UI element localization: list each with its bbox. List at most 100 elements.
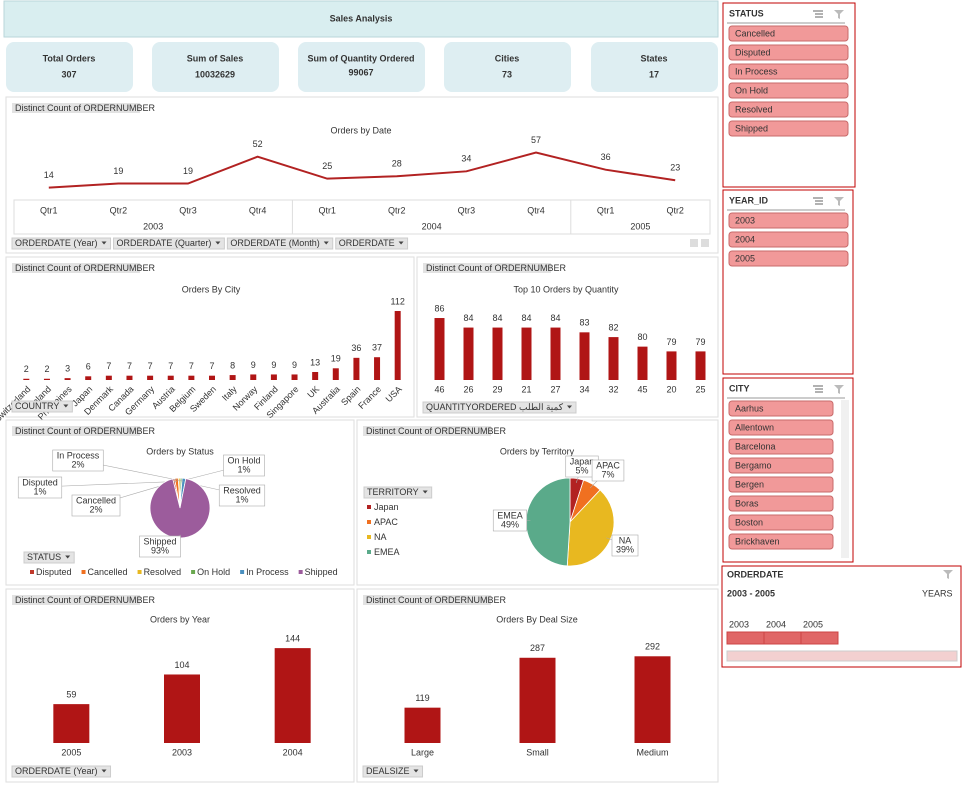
collapse-button[interactable] [701, 239, 709, 247]
clear-filter-icon[interactable] [834, 385, 844, 394]
data-label-name: On Hold [227, 455, 260, 465]
clear-filter-icon[interactable] [834, 10, 844, 19]
filter-label: QUANTITYORDERED كمية الطلب [426, 402, 564, 412]
data-label-box [218, 484, 266, 507]
timeline-period[interactable] [763, 631, 802, 645]
slicer-item[interactable] [728, 231, 849, 248]
data-label: 119 [415, 693, 429, 703]
bar [374, 357, 381, 380]
filter-button[interactable] [23, 551, 75, 564]
x-tick-label: Large [411, 747, 434, 757]
slicer-item[interactable] [728, 533, 834, 550]
data-label: 287 [530, 643, 545, 653]
multi-select-icon[interactable] [813, 385, 823, 393]
filter-button[interactable] [11, 765, 112, 778]
x-tick-label: 2005 [61, 747, 81, 757]
bar [353, 357, 360, 380]
bar [43, 378, 50, 380]
slicer-item[interactable] [728, 82, 849, 99]
data-label-name: Resolved [223, 485, 261, 495]
kpi-label: States [640, 53, 667, 63]
slicer-title: STATUS [729, 8, 764, 18]
data-label: 25 [322, 161, 332, 171]
slicer-item[interactable] [728, 212, 849, 229]
x-tick-label: Qtr1 [318, 205, 336, 215]
filter-label: ORDERDATE (Year) [15, 238, 98, 248]
filter-button[interactable] [335, 237, 409, 250]
multi-select-icon[interactable] [813, 10, 823, 18]
slicer-item[interactable] [728, 514, 834, 531]
x-tick-label: Qtr4 [527, 205, 545, 215]
filter-button[interactable] [11, 237, 112, 250]
slicer-item[interactable] [728, 419, 834, 436]
bar [637, 346, 648, 380]
legend-marker [367, 505, 371, 509]
data-label: 82 [608, 322, 618, 332]
timeline-unit: YEARS [922, 588, 953, 598]
x-tick-label: 21 [521, 384, 531, 394]
filter-arrow [215, 241, 221, 245]
field-chip [12, 595, 140, 605]
legend-marker [298, 570, 303, 574]
slicer-item[interactable] [728, 101, 849, 118]
slicer-item[interactable] [728, 476, 834, 493]
slicer-item-label: Allentown [735, 422, 774, 432]
data-label: 144 [285, 634, 300, 644]
data-label: 9 [292, 360, 297, 370]
filter-button[interactable] [226, 237, 334, 250]
data-label: 79 [666, 337, 676, 347]
clear-filter-icon[interactable] [834, 197, 844, 206]
bar [167, 375, 174, 380]
data-label: 1% [235, 494, 248, 504]
slicer-item[interactable] [728, 495, 834, 512]
chart-title: Orders By City [182, 284, 241, 294]
multi-select-icon[interactable] [813, 197, 823, 205]
data-label: 14 [44, 170, 54, 180]
filter-button[interactable] [363, 486, 433, 499]
slicer-item-label: Resolved [735, 104, 773, 114]
slicer-item[interactable] [728, 400, 834, 417]
leader-line [39, 481, 175, 488]
chart-title: Orders by Status [146, 446, 214, 456]
timeline-period[interactable] [726, 631, 765, 645]
filter-arrow [101, 241, 107, 245]
clear-filter-icon[interactable] [943, 570, 953, 579]
timeline-period[interactable] [800, 631, 839, 645]
slicer-item[interactable] [728, 63, 849, 80]
kpi-label: Sum of Quantity Ordered [307, 53, 414, 63]
slicer-item[interactable] [728, 250, 849, 267]
chart-title: Orders By Deal Size [496, 614, 578, 624]
slicer-item[interactable] [728, 120, 849, 137]
bar [404, 707, 441, 743]
bar [250, 374, 257, 380]
legend-label: Resolved [144, 567, 182, 577]
slicer-item-label: Bergen [735, 479, 764, 489]
data-label-box [492, 509, 528, 532]
x-tick-label: Qtr2 [666, 205, 684, 215]
legend-marker [367, 550, 371, 554]
data-label: 57 [531, 135, 541, 145]
data-label: 79 [695, 337, 705, 347]
chart-title: Orders by Territory [500, 446, 575, 456]
filter-button[interactable] [362, 765, 424, 778]
expand-button[interactable] [690, 239, 698, 247]
legend-label: On Hold [197, 567, 230, 577]
data-label: 36 [351, 343, 361, 353]
kpi-value: 10032629 [195, 69, 235, 79]
legend-label: Japan [374, 502, 399, 512]
timeline-title: ORDERDATE [727, 569, 783, 579]
slicer-item[interactable] [728, 457, 834, 474]
legend-label: Cancelled [88, 567, 128, 577]
field-label: Distinct Count of ORDERNUMBER [366, 595, 507, 605]
slicer-item[interactable] [728, 44, 849, 61]
x-tick-label: 25 [695, 384, 705, 394]
field-chip [363, 595, 491, 605]
slicer-item[interactable] [728, 25, 849, 42]
filter-button[interactable] [113, 237, 225, 250]
slicer-item[interactable] [728, 438, 834, 455]
filter-button[interactable] [11, 400, 73, 413]
slicer-item-label: 2003 [735, 215, 755, 225]
filter-button[interactable] [422, 401, 577, 414]
slicer-item-label: 2004 [735, 234, 755, 244]
